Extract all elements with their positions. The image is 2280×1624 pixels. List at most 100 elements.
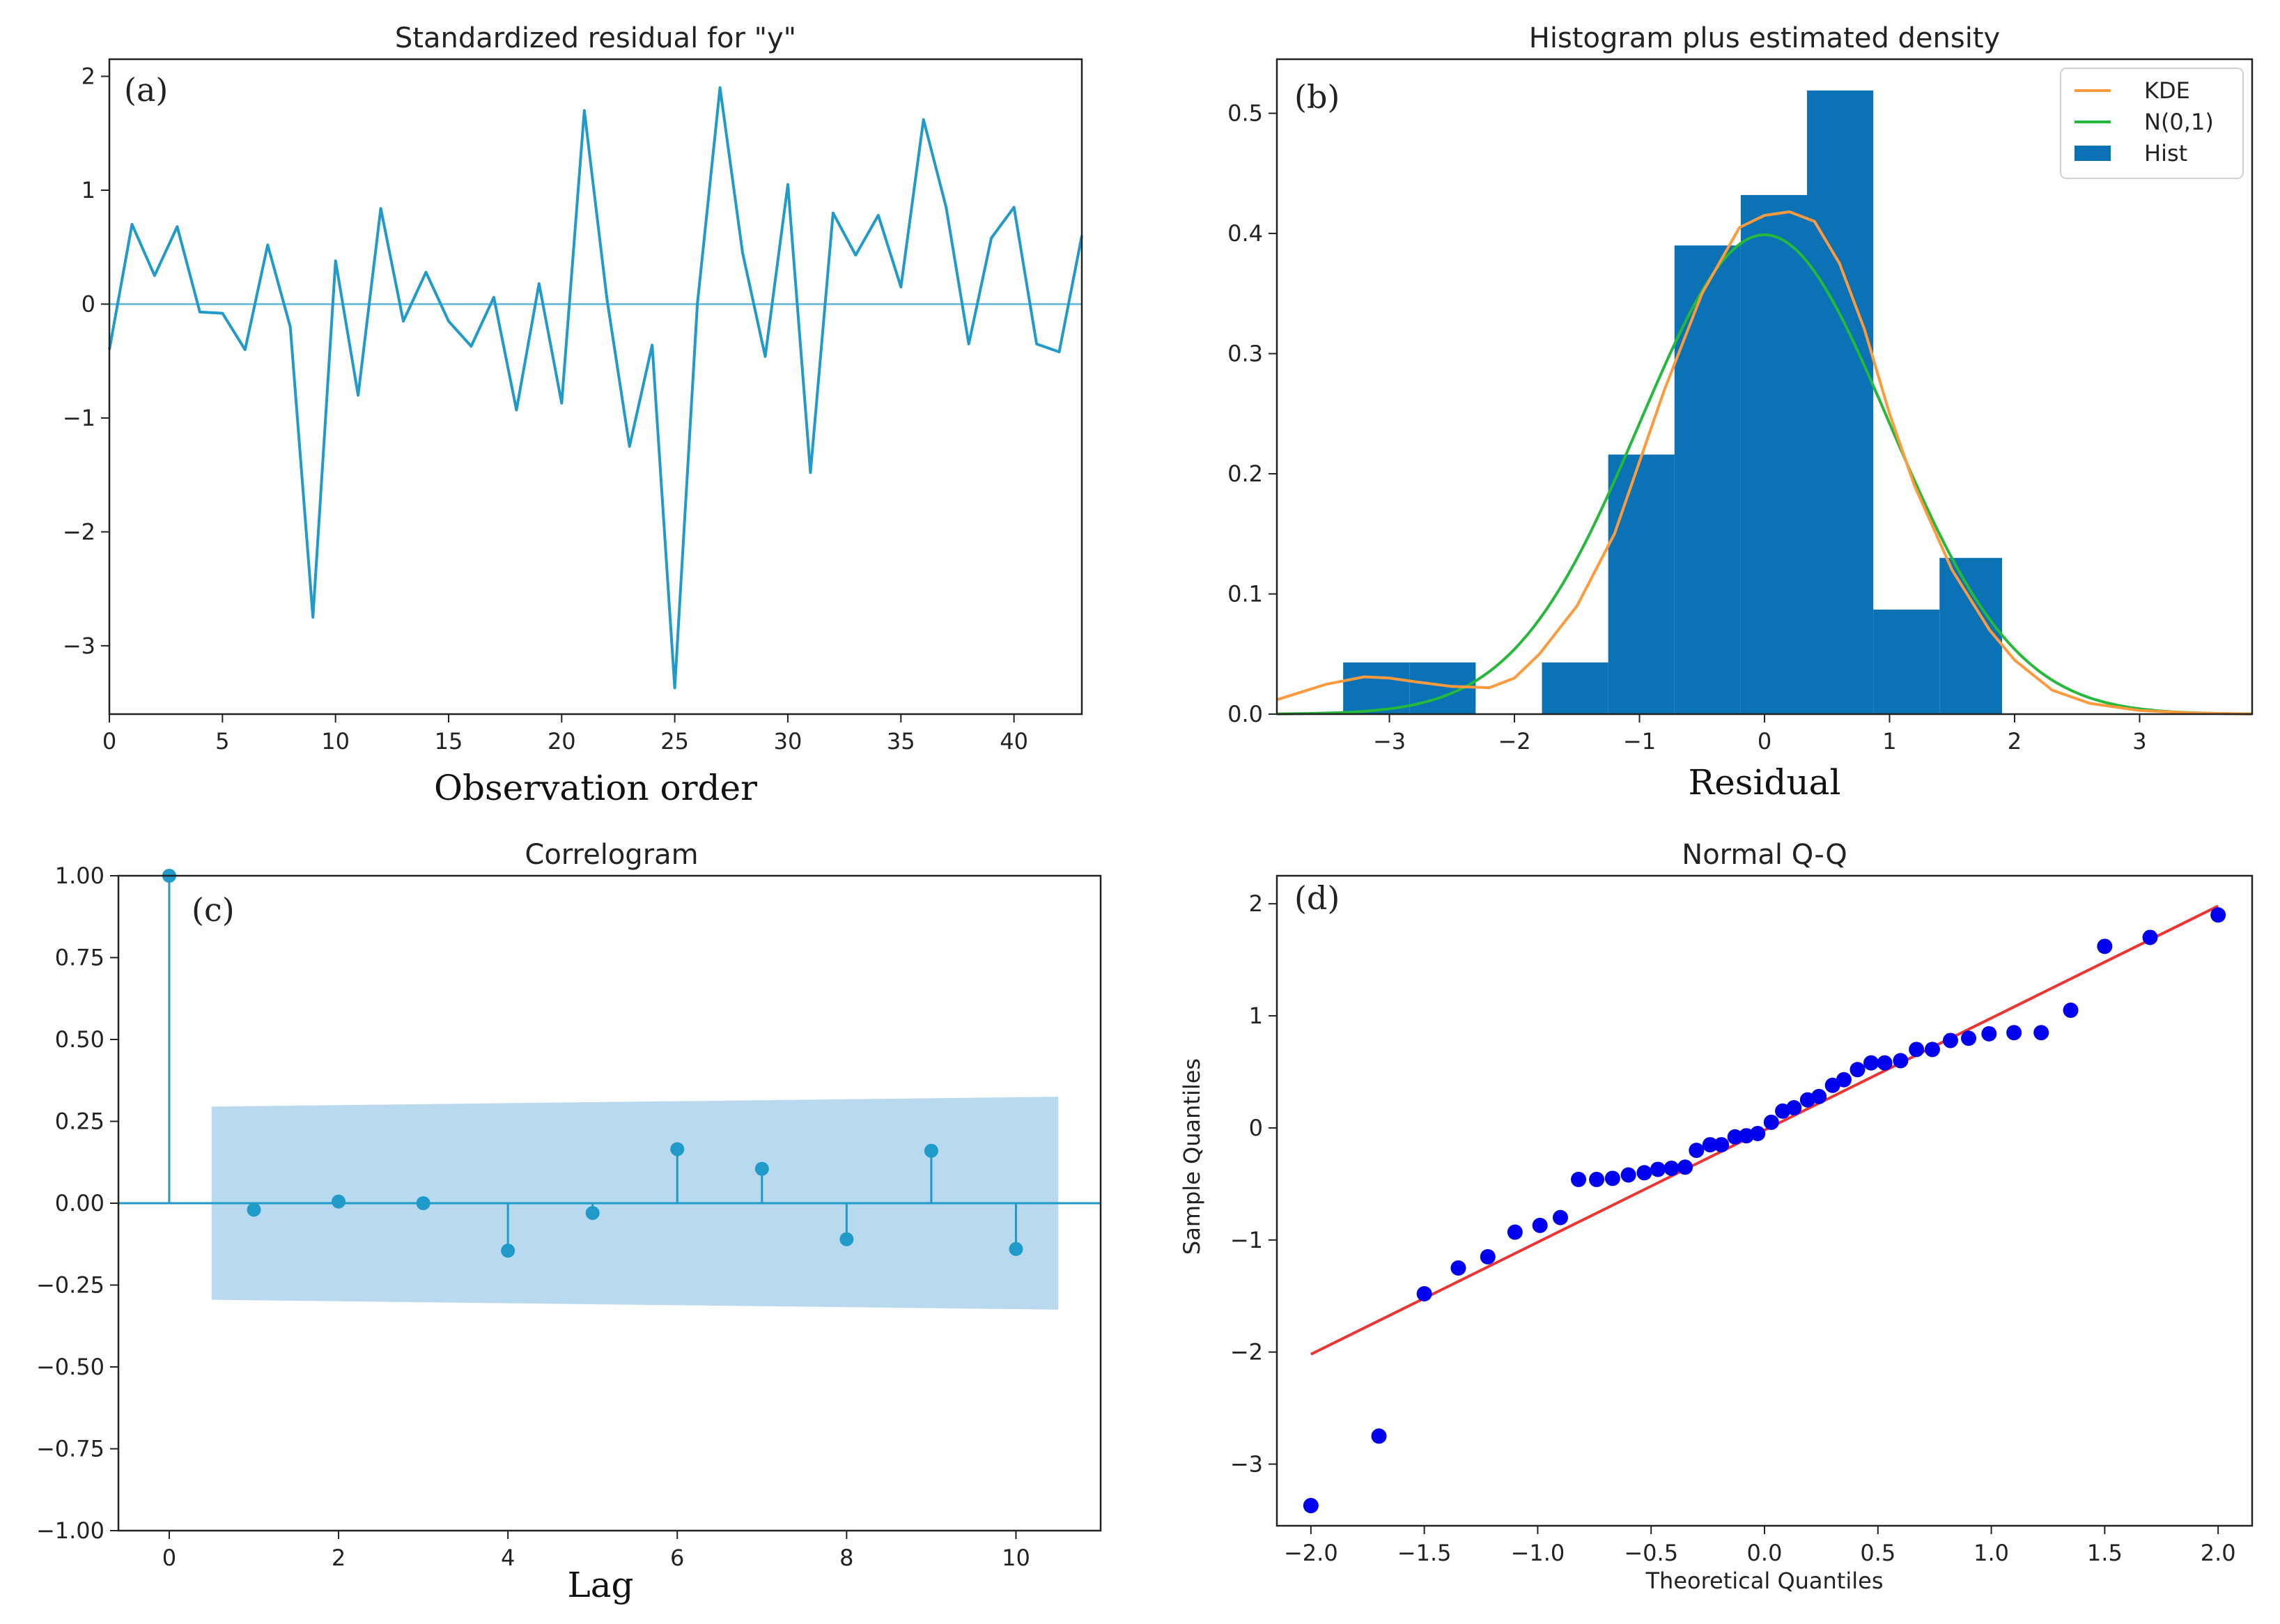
qq-point — [1604, 1170, 1620, 1186]
panel-a-ytick-label: −2 — [63, 518, 95, 545]
panel-b-xtick-label: 1 — [1882, 728, 1896, 755]
panel-d-ytick-label: −3 — [1230, 1451, 1263, 1478]
panel-a-ytick-label: 2 — [82, 63, 95, 90]
panel-c-xtick-label: 8 — [839, 1545, 853, 1571]
panel-c-xlabel: Lag — [567, 1565, 633, 1605]
qq-point — [2210, 907, 2226, 923]
panel-d-xtick-label: 1.0 — [1973, 1540, 2009, 1566]
panel-c-xtick-label: 0 — [162, 1545, 176, 1571]
panel-b-ytick-label: 0.2 — [1227, 461, 1263, 487]
panel-a-xtick-label: 20 — [548, 728, 576, 755]
panel-d-ylabel: Sample Quantiles — [1179, 1058, 1205, 1255]
panel-a-xtick-label: 5 — [215, 728, 229, 755]
panel-d-xtick-label: −1.5 — [1397, 1540, 1452, 1566]
qq-point — [1620, 1167, 1636, 1183]
panel-a-ytick-label: −1 — [63, 405, 95, 431]
panel-d-xtick-label: −0.5 — [1624, 1540, 1678, 1566]
panel-d-xtick-label: 0.5 — [1860, 1540, 1895, 1566]
panel-c-ytick-label: −0.75 — [36, 1436, 104, 1462]
panel-c-ytick-label: 0.00 — [55, 1190, 104, 1216]
panel-c-plot-area — [118, 869, 1101, 1310]
panel-c-ytick-label: 0.75 — [55, 945, 104, 971]
acf-marker — [1009, 1242, 1023, 1256]
qq-point — [1664, 1160, 1680, 1176]
acf-marker — [247, 1202, 261, 1217]
histogram-bar — [1674, 245, 1741, 714]
panel-d-xtick-label: 2.0 — [2201, 1540, 2236, 1566]
panel-c-correlogram: Correlogram Lag 0 2 4 6 8 10 −1.00 −0.75 −0.50 −0… — [36, 839, 1102, 1605]
panel-a-ytick-label: −3 — [63, 633, 95, 659]
panel-b-ytick-label: 0.0 — [1227, 701, 1263, 727]
panel-d-title: Normal Q-Q — [1682, 839, 1847, 871]
panel-a-ytick-label: 0 — [82, 291, 95, 317]
qq-point — [1863, 1055, 1879, 1071]
qq-point — [1824, 1077, 1840, 1093]
panel-b-ytick-label: 0.3 — [1227, 341, 1263, 367]
panel-d-xtick-label: 0.0 — [1747, 1540, 1783, 1566]
acf-marker — [670, 1142, 685, 1157]
qq-point — [1786, 1099, 1802, 1115]
kde-curve — [1276, 210, 2253, 716]
qq-point — [1702, 1137, 1718, 1153]
acf-marker — [585, 1206, 600, 1221]
panel-c-xtick-label: 6 — [670, 1545, 684, 1571]
qq-point — [1849, 1062, 1866, 1078]
qq-point — [2063, 1003, 2079, 1019]
qq-point — [1571, 1171, 1587, 1187]
histogram-bar — [1873, 609, 1940, 714]
panel-c-letter: (c) — [192, 891, 235, 929]
histogram-bar — [1740, 194, 1808, 715]
qq-point — [1650, 1161, 1666, 1177]
panel-c-xtick-label: 10 — [1002, 1545, 1030, 1571]
panel-c-ytick-label: −0.25 — [36, 1272, 104, 1299]
qq-point — [1450, 1260, 1466, 1276]
panel-b-ytick-label: 0.5 — [1227, 100, 1263, 127]
qq-point — [2097, 938, 2113, 954]
qq-point — [1877, 1055, 1893, 1071]
qq-point — [1532, 1217, 1548, 1233]
qq-point — [1961, 1030, 1977, 1046]
qq-point — [1689, 1143, 1705, 1159]
panel-b-xtick-label: 2 — [2008, 728, 2022, 755]
panel-a-xtick-label: 30 — [774, 728, 802, 755]
qq-point — [1507, 1224, 1523, 1240]
panel-b-xlabel: Residual — [1689, 762, 1841, 803]
panel-d-ytick-label: 1 — [1249, 1003, 1263, 1029]
panel-d-xtick-label: −1.0 — [1511, 1540, 1565, 1566]
panel-b-xtick-label: −1 — [1623, 728, 1656, 755]
qq-point — [1811, 1088, 1827, 1104]
qq-point — [1636, 1165, 1652, 1181]
panel-c-ytick-label: −0.50 — [36, 1354, 104, 1380]
panel-d-xlabel: Theoretical Quantiles — [1645, 1568, 1884, 1594]
legend-entry-kde: KDE — [2144, 77, 2190, 104]
qq-point — [1924, 1042, 1940, 1058]
qq-point — [1589, 1171, 1605, 1187]
acf-marker — [754, 1161, 769, 1176]
acf-marker — [924, 1143, 938, 1158]
panel-d-xtick-label: −2.0 — [1284, 1540, 1338, 1566]
panel-c-frame — [117, 874, 1102, 1532]
panel-b-xtick-label: −3 — [1373, 728, 1406, 755]
qq-point — [1981, 1026, 1997, 1042]
qq-point — [2142, 929, 2158, 945]
histogram-bar — [1343, 662, 1410, 714]
panel-b-xtick-label: 3 — [2132, 728, 2146, 755]
panel-b-xtick-label: 0 — [1758, 728, 1771, 755]
normal-density-curve — [1276, 233, 2253, 716]
qq-point — [1750, 1125, 1766, 1141]
panel-d-ytick-label: 2 — [1249, 890, 1263, 917]
panel-b-title: Histogram plus estimated density — [1529, 22, 2000, 54]
panel-d-frame — [1275, 874, 2254, 1527]
qq-point — [1714, 1137, 1730, 1153]
panel-b-frame — [1275, 58, 2254, 716]
panel-b-legend: KDE N(0,1) Hist — [2060, 68, 2244, 179]
qq-point — [1552, 1209, 1568, 1225]
histogram-bar — [1807, 90, 1874, 714]
panel-a-title: Standardized residual for "y" — [395, 22, 796, 54]
panel-d-letter: (d) — [1294, 879, 1340, 917]
panel-a-xtick-label: 15 — [435, 728, 463, 755]
legend-entry-n-0-1-: N(0,1) — [2144, 109, 2214, 135]
qq-point — [1416, 1286, 1432, 1302]
panel-a-residual-plot: Standardized residual for "y" Observatio… — [63, 22, 1083, 808]
qq-point — [1371, 1428, 1387, 1444]
